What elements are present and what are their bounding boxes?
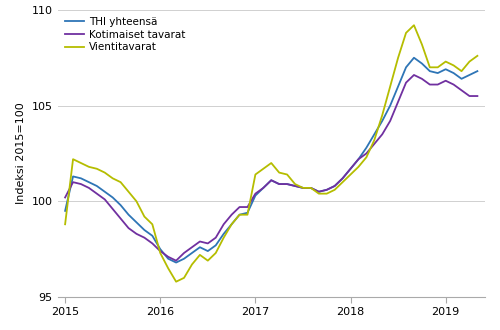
THI yhteensä (387, 104, 393, 108)
Vientitavarat (62, 222, 68, 226)
Vientitavarat (411, 23, 417, 27)
THI yhteensä (316, 190, 322, 194)
Vientitavarat (308, 186, 314, 190)
THI yhteensä (474, 69, 480, 73)
Kotimaiset tavarat (62, 195, 68, 199)
Kotimaiset tavarat (173, 259, 179, 263)
THI yhteensä (173, 261, 179, 265)
Kotimaiset tavarat (181, 251, 187, 255)
THI yhteensä (181, 257, 187, 261)
THI yhteensä (308, 186, 314, 190)
THI yhteensä (411, 56, 417, 60)
Legend: THI yhteensä, Kotimaiset tavarat, Vientitavarat: THI yhteensä, Kotimaiset tavarat, Vienti… (62, 15, 187, 54)
Vientitavarat (340, 180, 345, 184)
Kotimaiset tavarat (308, 186, 314, 190)
Vientitavarat (316, 192, 322, 196)
Kotimaiset tavarat (332, 184, 338, 188)
Line: THI yhteensä: THI yhteensä (65, 58, 478, 263)
THI yhteensä (62, 209, 68, 213)
THI yhteensä (332, 184, 338, 188)
Kotimaiset tavarat (340, 176, 345, 180)
Vientitavarat (173, 280, 179, 284)
Y-axis label: Indeksi 2015=100: Indeksi 2015=100 (16, 103, 26, 204)
Kotimaiset tavarat (474, 94, 480, 98)
Line: Kotimaiset tavarat: Kotimaiset tavarat (65, 75, 478, 261)
Vientitavarat (474, 54, 480, 58)
Line: Vientitavarat: Vientitavarat (65, 25, 478, 282)
Kotimaiset tavarat (316, 190, 322, 194)
THI yhteensä (340, 176, 345, 180)
Vientitavarat (181, 276, 187, 280)
Kotimaiset tavarat (411, 73, 417, 77)
Kotimaiset tavarat (387, 119, 393, 123)
Vientitavarat (332, 188, 338, 192)
Vientitavarat (387, 84, 393, 88)
